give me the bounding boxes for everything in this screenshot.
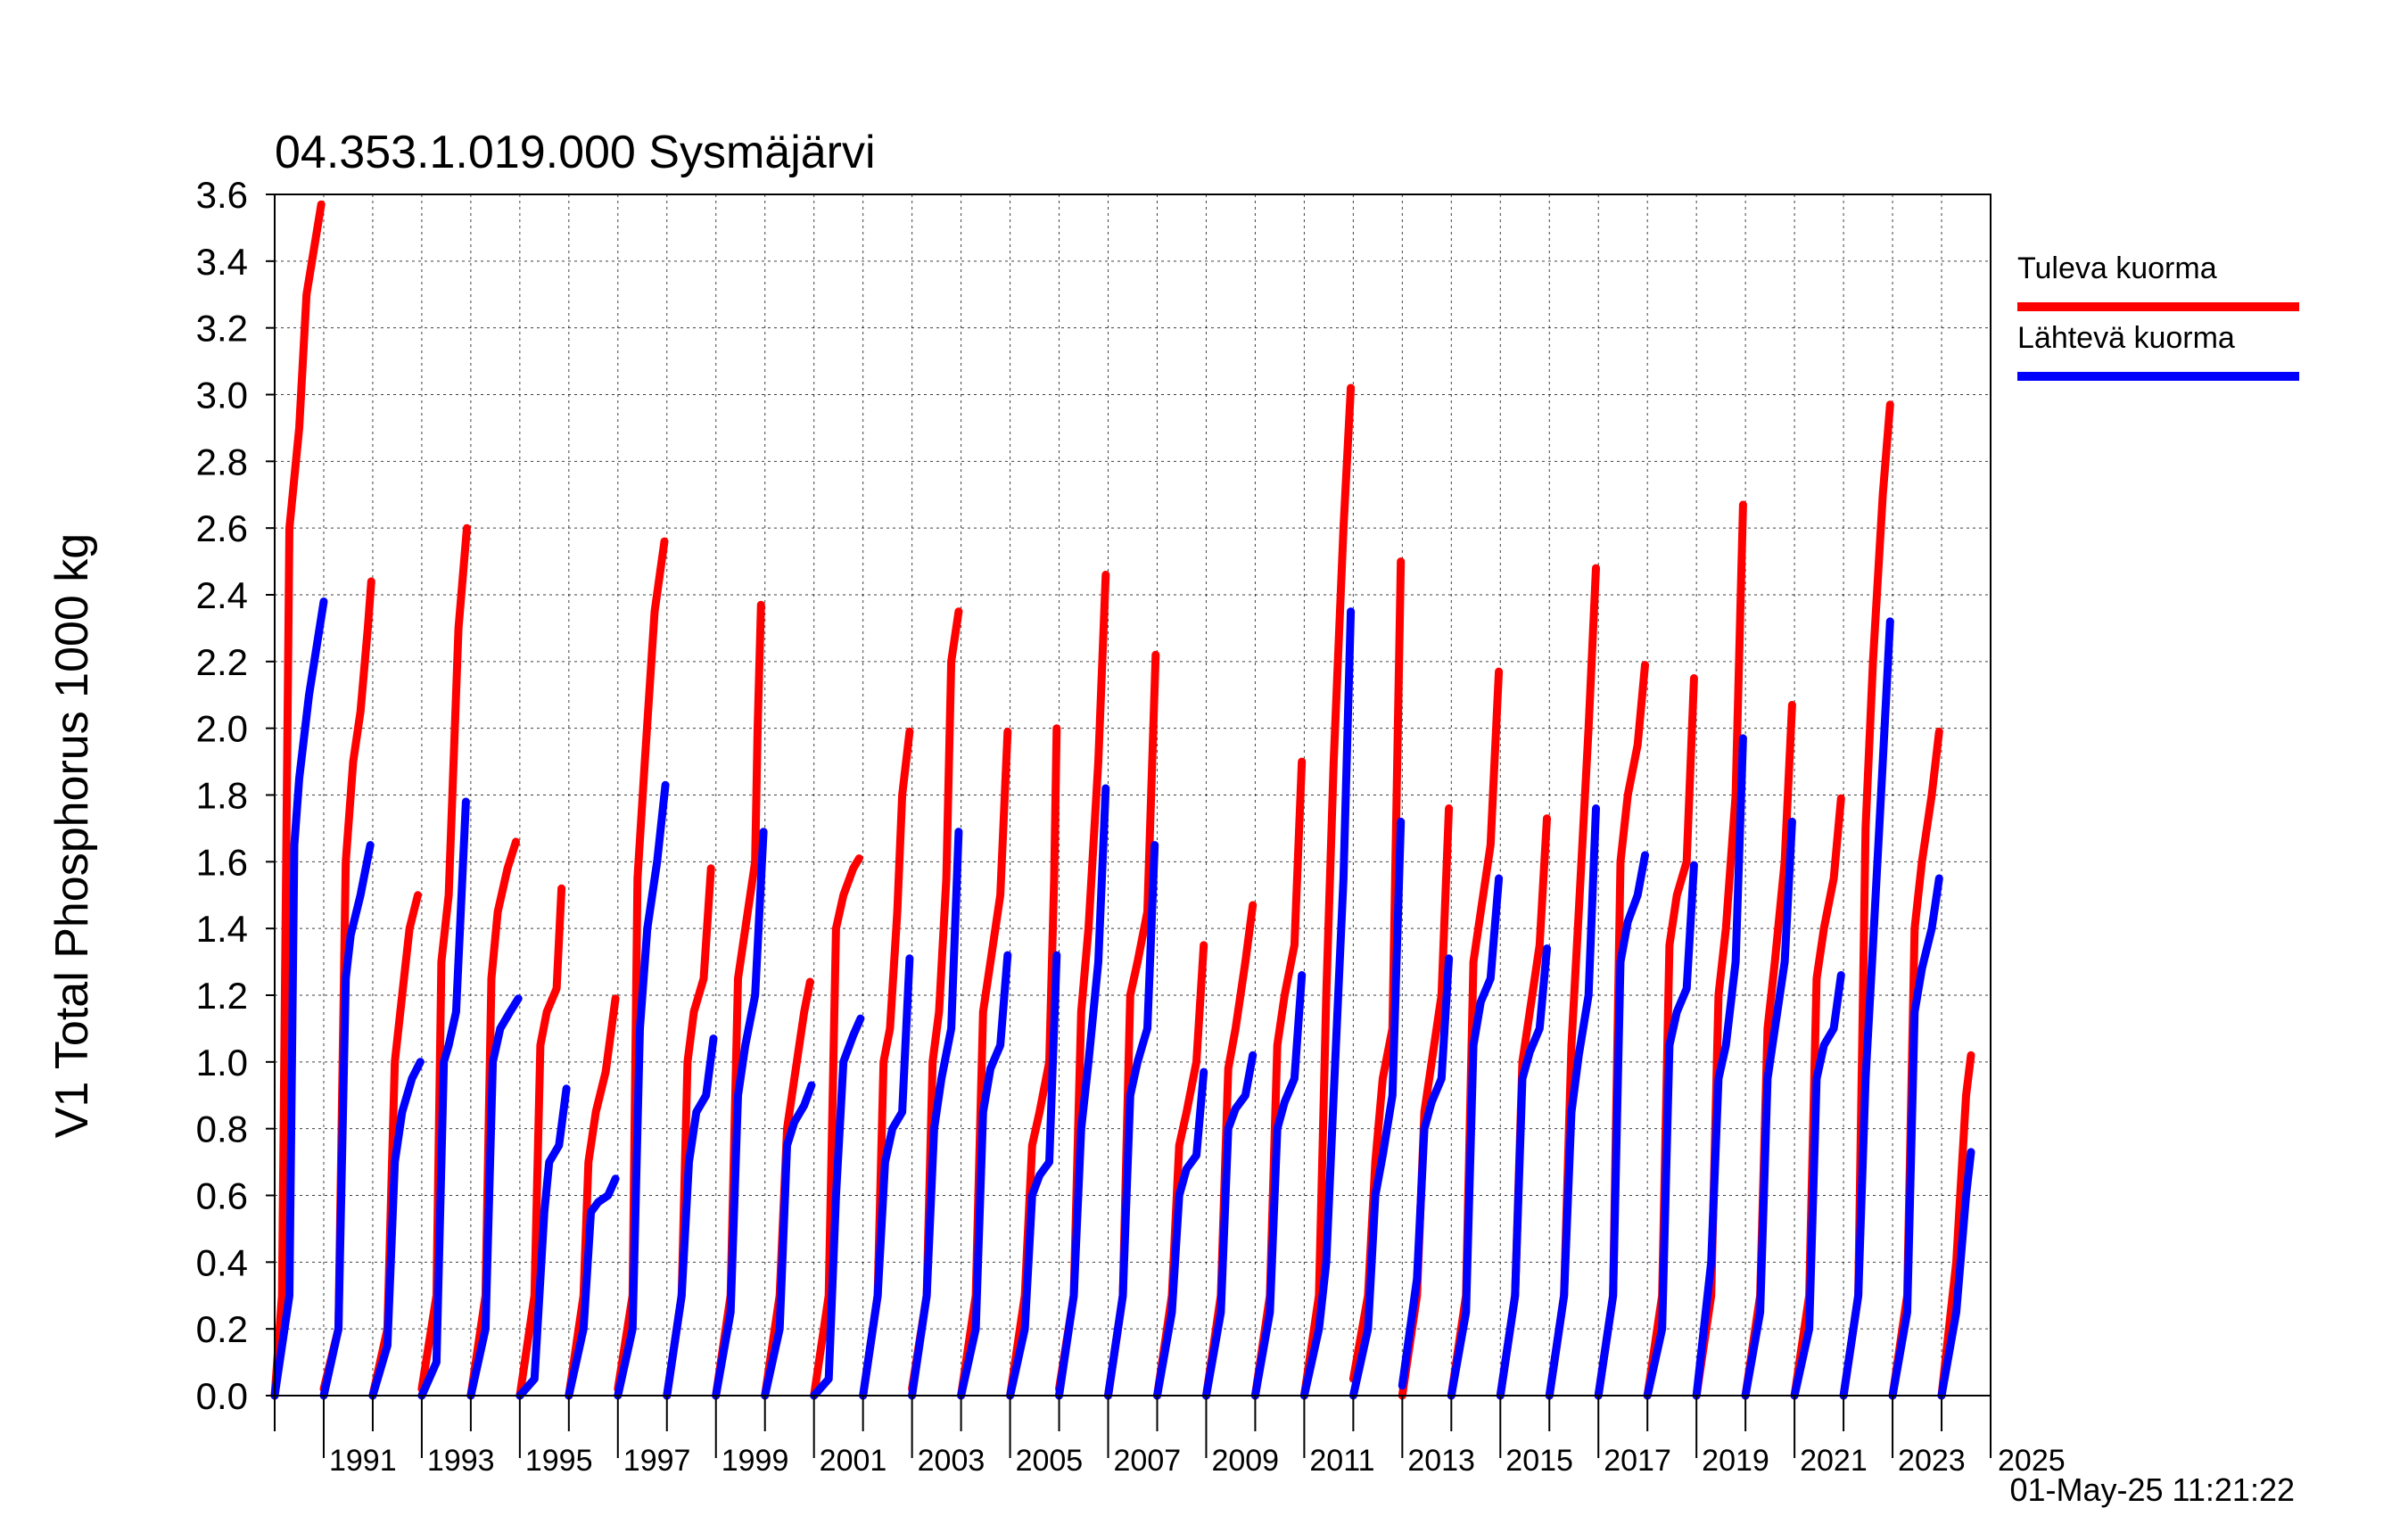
y-axis-label: V1 Total Phosphorus 1000 kg <box>46 533 98 1138</box>
y-tick-label: 0.6 <box>196 1175 248 1217</box>
series-year-line <box>1348 817 1406 1400</box>
timestamp-label: 01-May-25 11:21:22 <box>2009 1471 2295 1508</box>
series-year-line <box>1299 607 1356 1400</box>
series-year-line <box>1055 784 1110 1400</box>
grid-lines <box>275 194 1991 1396</box>
y-tick-label: 0.0 <box>196 1375 248 1417</box>
x-tick-label: 2023 <box>1898 1444 1966 1478</box>
chart-title: 04.353.1.019.000 Sysmäjärvi <box>275 127 876 178</box>
series-year-line <box>1545 804 1600 1400</box>
y-tick-label: 2.0 <box>196 708 248 750</box>
series-year-line <box>1153 1067 1208 1400</box>
series-year-line <box>663 864 715 1400</box>
x-tick-label: 2001 <box>820 1444 887 1478</box>
series-year-line <box>908 828 963 1400</box>
series-year-line <box>1496 944 1551 1400</box>
y-tick-label: 1.8 <box>196 775 248 817</box>
series-year-line <box>1006 951 1061 1400</box>
x-tick-label: 2007 <box>1114 1444 1182 1478</box>
series-year-line <box>1643 861 1698 1400</box>
x-tick-label: 2019 <box>1702 1444 1769 1478</box>
series-year-line <box>565 1174 620 1400</box>
series-year-line <box>1937 1148 1975 1400</box>
x-tick-label: 2013 <box>1407 1444 1475 1478</box>
series-year-line <box>417 797 470 1400</box>
legend-label: Lähtevä kuorma <box>2017 321 2235 355</box>
series-year-line <box>957 951 1012 1400</box>
y-tick-label: 3.6 <box>196 174 248 216</box>
y-tick-label: 0.2 <box>196 1308 248 1350</box>
x-tick-label: 2015 <box>1505 1444 1573 1478</box>
series-lines <box>270 200 1975 1400</box>
legend-label: Tuleva kuorma <box>2017 251 2217 285</box>
series-year-line <box>1839 617 1894 1400</box>
y-tick-label: 0.8 <box>196 1108 248 1150</box>
series-year-line <box>810 1014 865 1400</box>
series-year-line <box>1398 954 1454 1390</box>
x-tick-label: 1993 <box>427 1444 495 1478</box>
series-year-line <box>1839 400 1894 1400</box>
series-year-line <box>810 854 863 1400</box>
legend: Tuleva kuorma Lähtevä kuorma <box>2017 251 2299 381</box>
x-tick-label: 2021 <box>1800 1444 1868 1478</box>
y-tick-label: 1.6 <box>196 841 248 883</box>
y-tick-label: 1.2 <box>196 975 248 1017</box>
y-tick-label: 2.2 <box>196 641 248 683</box>
y-tick-label: 0.4 <box>196 1241 248 1283</box>
series-year-line <box>466 994 523 1400</box>
y-tick-label: 1.4 <box>196 908 248 950</box>
y-tick-label: 3.2 <box>196 308 248 350</box>
series-year-line <box>663 1034 718 1400</box>
x-tick-label: 1999 <box>722 1444 789 1478</box>
y-tick-label: 1.0 <box>196 1042 248 1083</box>
series-year-line <box>957 727 1012 1400</box>
x-tick-label: 1991 <box>329 1444 397 1478</box>
series-year-line <box>1299 383 1356 1400</box>
y-tick-label: 2.4 <box>196 574 248 616</box>
y-tick-label: 3.4 <box>196 241 248 283</box>
x-tick-label: 2009 <box>1211 1444 1279 1478</box>
y-tick-label: 2.8 <box>196 441 248 482</box>
series-outgoing <box>270 597 1975 1400</box>
series-year-line <box>1594 851 1649 1400</box>
y-tick-label: 2.6 <box>196 507 248 549</box>
series-year-line <box>1937 1050 1975 1400</box>
x-tick-label: 2025 <box>1998 1444 2066 1478</box>
series-year-line <box>368 1058 425 1400</box>
x-tick-label: 2005 <box>1016 1444 1084 1478</box>
series-year-line <box>515 1084 571 1400</box>
axis-ticks: 0.0 0.2 0.4 0.6 0.8 1.0 1.2 1.4 1.6 1.8 2.0 2.2 2.4 2… <box>196 174 2066 1478</box>
x-tick-label: 2003 <box>918 1444 985 1478</box>
series-year-line <box>1202 1050 1258 1400</box>
series-year-line <box>1790 971 1845 1400</box>
series-year-line <box>761 1081 816 1400</box>
y-tick-label: 3.0 <box>196 375 248 416</box>
series-year-line <box>859 954 914 1400</box>
series-year-line <box>1888 874 1943 1400</box>
series-year-line <box>270 200 326 1400</box>
series-year-line <box>1741 817 1796 1400</box>
series-year-line <box>1692 734 1747 1400</box>
series-year-line <box>1250 971 1307 1400</box>
series-year-line <box>614 780 670 1400</box>
series-year-line <box>515 884 566 1400</box>
x-tick-label: 1995 <box>525 1444 593 1478</box>
x-tick-label: 1997 <box>623 1444 691 1478</box>
series-year-line <box>319 841 375 1400</box>
series-year-line <box>1447 874 1504 1400</box>
series-year-line <box>712 828 768 1400</box>
series-year-line <box>270 597 328 1400</box>
series-year-line <box>1153 941 1208 1400</box>
series-year-line <box>1104 841 1159 1400</box>
x-tick-label: 2017 <box>1604 1444 1671 1478</box>
x-tick-label: 2011 <box>1309 1444 1374 1478</box>
